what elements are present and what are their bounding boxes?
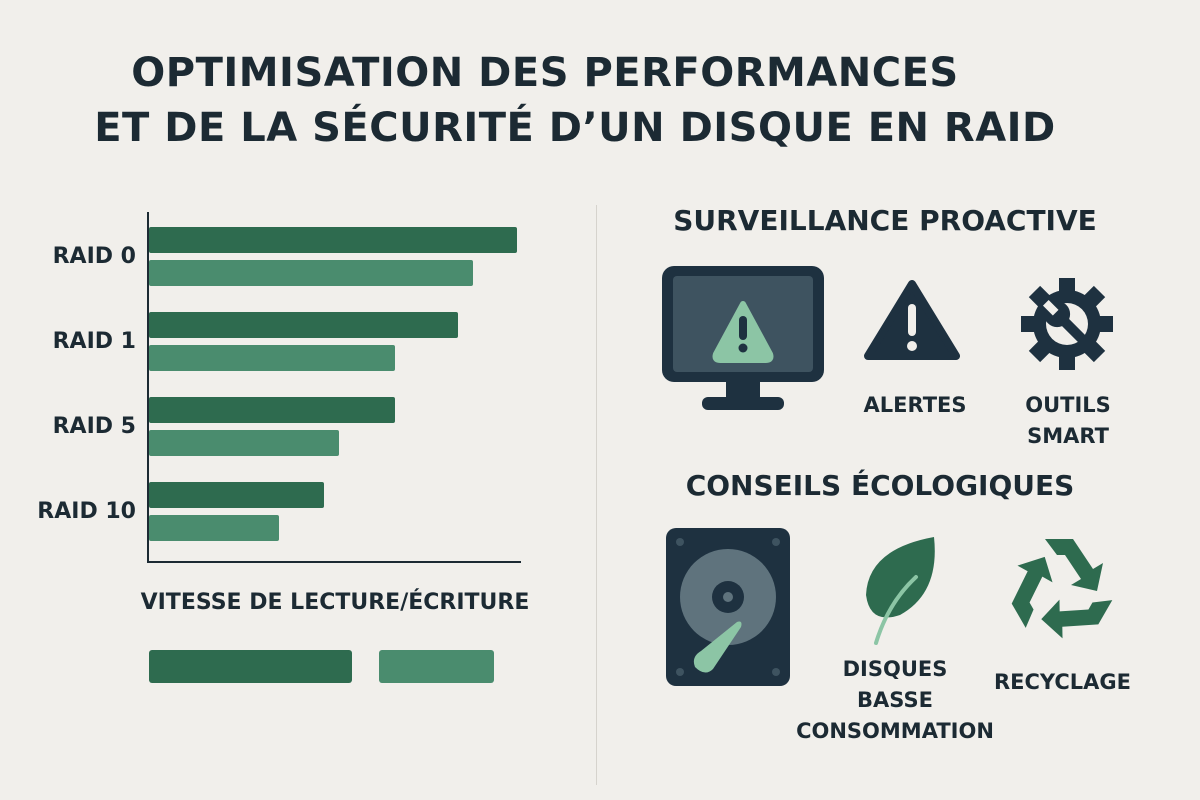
category-label-raid5: RAID 5 bbox=[52, 414, 136, 439]
legend-swatch-series-2 bbox=[379, 650, 494, 683]
y-axis-line bbox=[147, 212, 149, 562]
recyclage-label: RECYCLAGE bbox=[993, 670, 1131, 694]
warning-triangle-icon bbox=[864, 280, 960, 360]
x-axis-line bbox=[147, 561, 521, 563]
bar-raid10-series-1 bbox=[149, 482, 324, 508]
legend-swatch-series-1 bbox=[149, 650, 352, 683]
leaf-icon bbox=[866, 537, 935, 645]
alertes-label: ALERTES bbox=[863, 393, 967, 417]
bar-raid1-series-2 bbox=[149, 345, 395, 371]
recycle-icon bbox=[1011, 539, 1113, 639]
monitor-warning-icon bbox=[662, 266, 824, 410]
outils-smart-label: OUTILS SMART bbox=[1025, 393, 1111, 448]
category-label-raid10: RAID 10 bbox=[37, 499, 136, 524]
surveillance-heading: SURVEILLANCE PROACTIVE bbox=[673, 204, 1097, 237]
raid-chart: RAID 0 RAID 1 RAID 5 RAID 10 VITESSE DE … bbox=[37, 212, 530, 683]
category-label-raid0: RAID 0 bbox=[52, 244, 136, 269]
ecologie-heading: CONSEILS ÉCOLOGIQUES bbox=[685, 469, 1075, 502]
bar-raid1-series-1 bbox=[149, 312, 458, 338]
title-line-1: OPTIMISATION DES PERFORMANCES bbox=[131, 50, 959, 96]
hard-drive-icon bbox=[666, 528, 790, 686]
bar-raid5-series-1 bbox=[149, 397, 395, 423]
bar-raid0-series-2 bbox=[149, 260, 473, 286]
bar-raid5-series-2 bbox=[149, 430, 339, 456]
gear-wrench-icon bbox=[1021, 278, 1113, 370]
bar-raid10-series-2 bbox=[149, 515, 280, 541]
category-label-raid1: RAID 1 bbox=[52, 329, 136, 354]
title-line-2: ET DE LA SÉCURITÉ D’UN DISQUE EN RAID bbox=[94, 105, 1056, 151]
divider bbox=[596, 205, 597, 785]
x-axis-label: VITESSE DE LECTURE/ÉCRITURE bbox=[140, 590, 530, 615]
bar-raid0-series-1 bbox=[149, 227, 518, 253]
basse-consommation-label: DISQUES BASSE CONSOMMATION bbox=[796, 657, 994, 743]
